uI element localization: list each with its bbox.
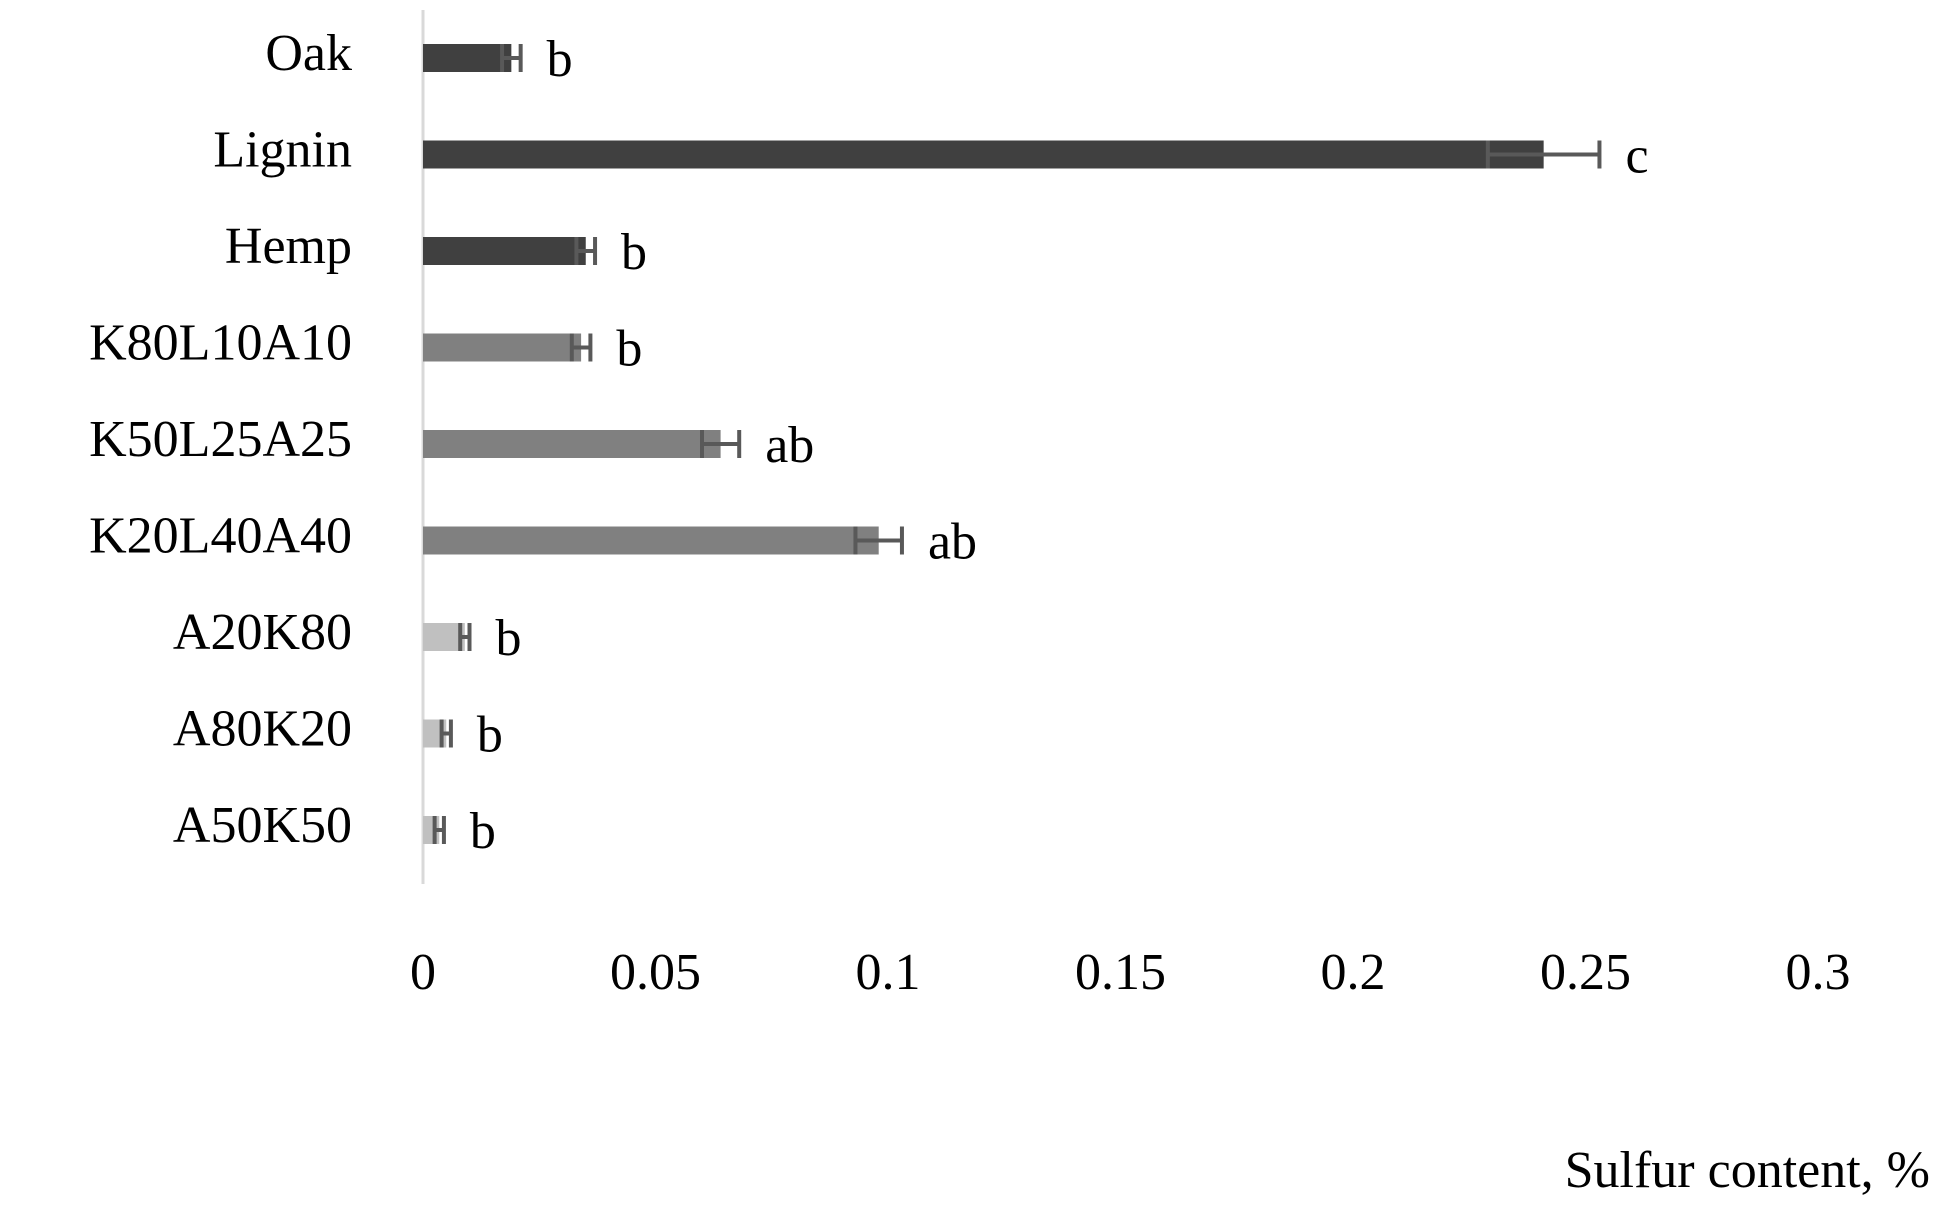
- error-bar: [439, 719, 453, 748]
- y-tick-label: Oak: [265, 25, 352, 82]
- x-tick-label: 0.25: [1540, 944, 1631, 1001]
- error-bar: [569, 333, 593, 362]
- x-tick-label: 0.2: [1321, 944, 1386, 1001]
- x-tick-label: 0.1: [856, 944, 921, 1001]
- x-tick-label: 0.05: [610, 944, 701, 1001]
- error-bar: [432, 816, 446, 844]
- x-tick-label: 0.3: [1786, 944, 1851, 1001]
- y-tick-label: A50K50: [173, 797, 352, 854]
- value-label: b: [616, 320, 642, 377]
- value-label: b: [470, 803, 496, 860]
- error-bar: [853, 526, 904, 555]
- bar: [423, 623, 465, 651]
- y-tick-label: A20K80: [173, 604, 352, 661]
- value-label: ab: [765, 417, 814, 474]
- y-tick-label: Hemp: [225, 218, 352, 275]
- x-axis-title: Sulfur content, %: [1565, 1142, 1930, 1199]
- bar: [423, 44, 512, 72]
- y-tick-label: K50L25A25: [89, 411, 352, 468]
- x-tick-label: 0.15: [1075, 944, 1166, 1001]
- y-tick-label: A80K20: [173, 700, 352, 757]
- bar: [423, 140, 1544, 169]
- value-label: ab: [928, 513, 977, 570]
- error-bar: [500, 44, 523, 72]
- value-label: b: [477, 706, 503, 763]
- error-bar: [700, 430, 742, 458]
- value-label: b: [496, 610, 522, 667]
- bar: [423, 237, 586, 265]
- y-tick-label: K80L10A10: [89, 314, 352, 371]
- value-label: b: [621, 224, 647, 281]
- y-tick-label: Lignin: [213, 121, 352, 178]
- x-tick-label: 0: [410, 944, 436, 1001]
- error-bar: [458, 623, 472, 651]
- bar: [423, 526, 879, 555]
- value-label: c: [1625, 127, 1648, 184]
- bar: [423, 333, 582, 362]
- error-bar: [574, 237, 598, 265]
- error-bar: [1485, 140, 1602, 169]
- value-label: b: [547, 31, 573, 88]
- bar: [423, 430, 721, 458]
- y-tick-label: K20L40A40: [89, 507, 352, 564]
